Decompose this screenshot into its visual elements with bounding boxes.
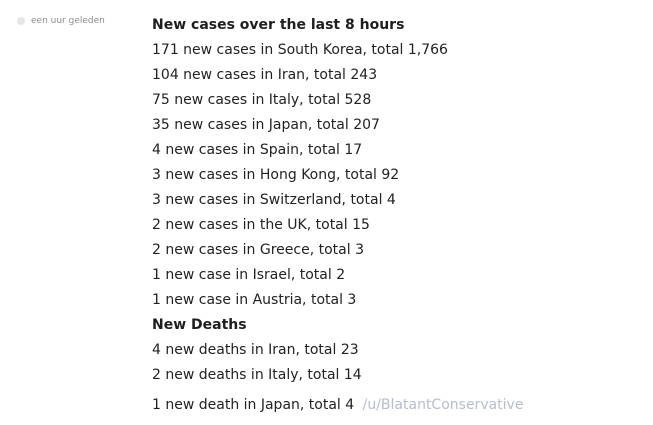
case-item: 171 new cases in South Korea, total 1,76… xyxy=(152,42,448,58)
case-item: 75 new cases in Italy, total 528 xyxy=(152,92,372,108)
case-item: 2 new cases in the UK, total 15 xyxy=(152,217,370,233)
timeline-dot-icon xyxy=(17,17,25,25)
cases-heading: New cases over the last 8 hours xyxy=(152,17,405,33)
case-item: 35 new cases in Japan, total 207 xyxy=(152,117,380,133)
update-content: New cases over the last 8 hours 171 new … xyxy=(152,13,632,418)
case-item: 3 new cases in Hong Kong, total 92 xyxy=(152,167,400,183)
case-item: 4 new cases in Spain, total 17 xyxy=(152,142,363,158)
case-item: 104 new cases in Iran, total 243 xyxy=(152,67,378,83)
timeline-entry: een uur geleden xyxy=(17,16,142,26)
author-link[interactable]: /u/BlatantConservative xyxy=(362,397,524,413)
deaths-heading: New Deaths xyxy=(152,317,247,333)
case-item: 2 new cases in Greece, total 3 xyxy=(152,242,364,258)
death-item-text: 1 new death in Japan, total 4 xyxy=(152,397,355,413)
case-item: 1 new case in Austria, total 3 xyxy=(152,292,357,308)
case-item: 1 new case in Israel, total 2 xyxy=(152,267,346,283)
death-item: 4 new deaths in Iran, total 23 xyxy=(152,342,359,358)
death-item: 2 new deaths in Italy, total 14 xyxy=(152,367,362,383)
timestamp: een uur geleden xyxy=(31,16,105,26)
death-item-with-author: 1 new death in Japan, total 4 /u/Blatant… xyxy=(152,393,632,418)
case-item: 3 new cases in Switzerland, total 4 xyxy=(152,192,396,208)
